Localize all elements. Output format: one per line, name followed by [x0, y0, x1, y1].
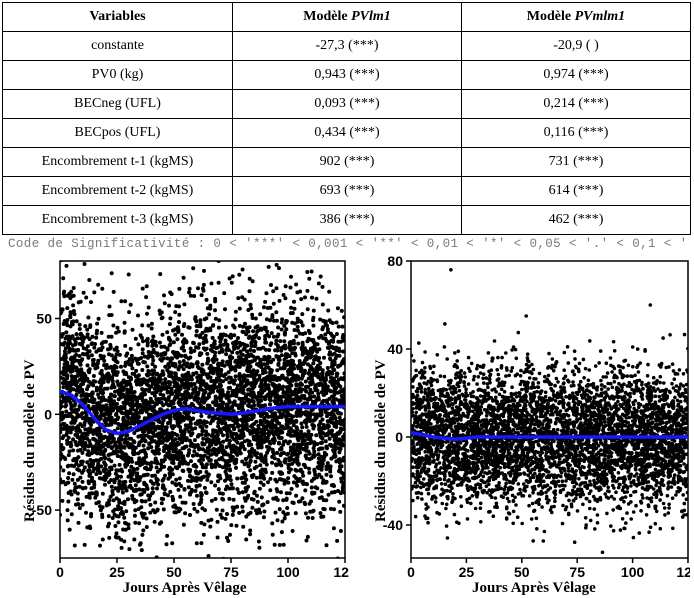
- cell-m1: 0,093 (***): [233, 90, 462, 119]
- cell-m1: 0,434 (***): [233, 119, 462, 148]
- cell-m2: 0,974 (***): [462, 61, 691, 90]
- x-axis-label: Jours Après Vêlage: [123, 580, 247, 597]
- cell-vars: constante: [3, 32, 233, 61]
- cell-m1: -27,3 (***): [233, 32, 462, 61]
- chart-svg: -500500255075100125: [4, 255, 349, 598]
- y-axis-label: Résidus du modèle de PV: [373, 360, 390, 523]
- table-header-row: Variables Modèle PVlm1 Modèle PVmlm1: [3, 3, 691, 32]
- significance-code: Code de Significativité : 0 < '***' < 0,…: [0, 235, 694, 255]
- cell-m1: 386 (***): [233, 206, 462, 235]
- cell-m1: 693 (***): [233, 177, 462, 206]
- cell-m1: 0,943 (***): [233, 61, 462, 90]
- table-row: Encombrement t-2 (kgMS)693 (***)614 (***…: [3, 177, 691, 206]
- x-axis-label: Jours Après Vêlage: [472, 580, 596, 597]
- cell-vars: Encombrement t-3 (kgMS): [3, 206, 233, 235]
- col-header-m2: Modèle PVmlm1: [462, 3, 691, 32]
- cell-vars: BECpos (UFL): [3, 119, 233, 148]
- chart-svg: -40040800255075100125: [355, 255, 690, 598]
- cell-m1: 902 (***): [233, 148, 462, 177]
- table-row: Encombrement t-1 (kgMS)902 (***)731 (***…: [3, 148, 691, 177]
- table-row: Encombrement t-3 (kgMS)386 (***)462 (***…: [3, 206, 691, 235]
- table-row: constante-27,3 (***)-20,9 ( ): [3, 32, 691, 61]
- residuals-chart-right: -40040800255075100125Résidus du modèle d…: [355, 255, 690, 598]
- table-row: BECneg (UFL)0,093 (***)0,214 (***): [3, 90, 691, 119]
- cell-m2: 614 (***): [462, 177, 691, 206]
- col-header-vars: Variables: [3, 3, 233, 32]
- cell-vars: PV0 (kg): [3, 61, 233, 90]
- table-row: PV0 (kg)0,943 (***)0,974 (***): [3, 61, 691, 90]
- y-axis-label: Résidus du modèle de PV: [22, 360, 39, 523]
- cell-m2: 731 (***): [462, 148, 691, 177]
- cell-vars: Encombrement t-1 (kgMS): [3, 148, 233, 177]
- table-row: BECpos (UFL)0,434 (***)0,116 (***): [3, 119, 691, 148]
- charts-row: -500500255075100125Résidus du modèle de …: [0, 255, 694, 598]
- col-header-m1: Modèle PVlm1: [233, 3, 462, 32]
- cell-m2: 462 (***): [462, 206, 691, 235]
- cell-m2: -20,9 ( ): [462, 32, 691, 61]
- cell-vars: BECneg (UFL): [3, 90, 233, 119]
- cell-m2: 0,214 (***): [462, 90, 691, 119]
- cell-vars: Encombrement t-2 (kgMS): [3, 177, 233, 206]
- residuals-chart-left: -500500255075100125Résidus du modèle de …: [4, 255, 349, 598]
- cell-m2: 0,116 (***): [462, 119, 691, 148]
- coefficients-table: Variables Modèle PVlm1 Modèle PVmlm1 con…: [2, 2, 691, 235]
